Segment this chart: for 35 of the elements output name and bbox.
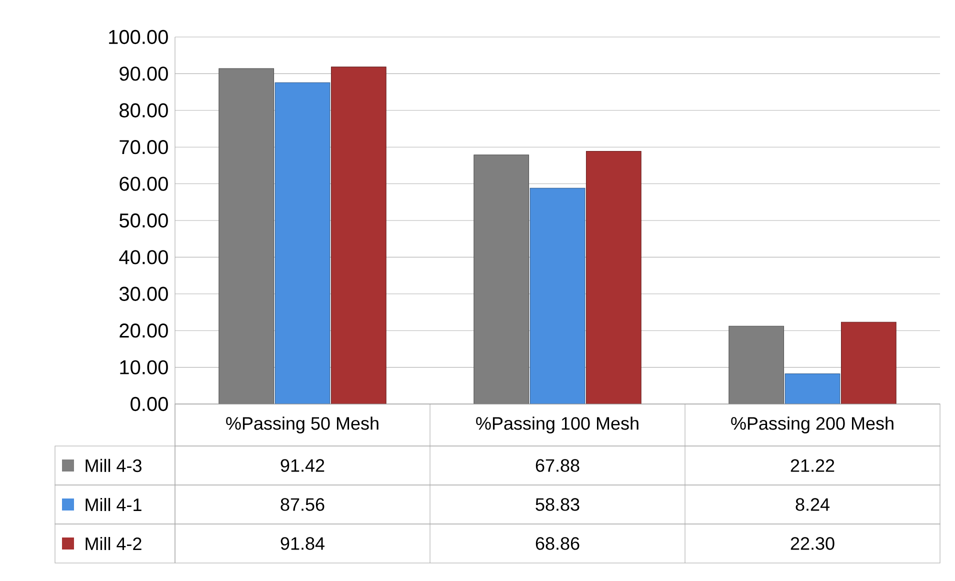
bar	[530, 188, 586, 404]
data-label: 8.24	[796, 498, 830, 511]
x-tick-label: %Passing 100 Mesh	[476, 416, 638, 434]
legend-label: Mill 4-3	[86, 458, 142, 472]
y-tick-label: 60.00	[120, 176, 168, 191]
data-label: 91.84	[280, 537, 325, 550]
legend-label: Mill 4-1	[86, 498, 142, 512]
data-label: 58.83	[536, 498, 580, 511]
y-tick-label: 80.00	[120, 103, 168, 118]
y-tick-label: 100.00	[109, 30, 168, 44]
data-label: 87.56	[280, 498, 324, 511]
y-tick-label: 10.00	[120, 360, 168, 374]
y-tick-label: 70.00	[120, 140, 168, 154]
y-tick-label: 30.00	[119, 286, 168, 301]
bar	[728, 326, 784, 404]
bar	[586, 151, 642, 404]
data-label: 67.88	[536, 459, 580, 472]
data-label: 68.86	[536, 537, 580, 550]
bar	[274, 82, 330, 404]
y-tick-label: 90.00	[120, 66, 168, 81]
bar	[784, 373, 840, 404]
legend-label: Mill 4-2	[86, 536, 142, 550]
x-tick-label: %Passing 200 Mesh	[731, 416, 894, 434]
y-tick-label: 0.00	[130, 396, 168, 412]
bar	[840, 322, 896, 404]
x-tick-label: %Passing 50 Mesh	[226, 416, 378, 434]
data-label: 91.42	[280, 459, 324, 472]
y-tick-label: 40.00	[119, 250, 168, 264]
bar	[218, 68, 274, 404]
bar	[474, 154, 530, 404]
y-tick-label: 20.00	[120, 324, 168, 338]
bar	[330, 66, 386, 404]
y-tick-label: 50.00	[119, 213, 168, 228]
data-label: 21.22	[790, 459, 834, 472]
data-label: 22.30	[790, 537, 834, 550]
